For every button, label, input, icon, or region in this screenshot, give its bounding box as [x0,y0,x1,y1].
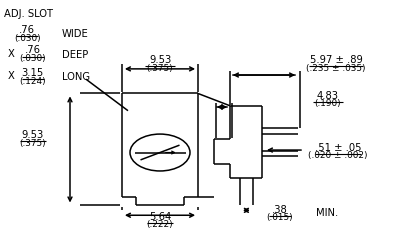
Text: (.030): (.030) [20,54,46,63]
Text: WIDE: WIDE [62,29,89,39]
Text: ADJ. SLOT: ADJ. SLOT [4,9,53,18]
Text: 9.53: 9.53 [22,130,44,140]
Text: X: X [8,49,15,59]
Text: .38: .38 [272,205,288,215]
Text: LONG: LONG [62,72,90,82]
Text: (.190): (.190) [315,99,341,108]
Text: (.375): (.375) [147,64,173,73]
Text: .76: .76 [19,25,35,35]
Text: MIN.: MIN. [316,208,338,218]
Text: 3.15: 3.15 [22,68,44,78]
Text: DEEP: DEEP [62,50,88,60]
Text: (.375): (.375) [20,139,46,148]
Text: 5.97 ± .89: 5.97 ± .89 [310,55,362,65]
Text: .51 ± .05: .51 ± .05 [315,143,361,153]
Text: (.235 ± .035): (.235 ± .035) [306,64,366,73]
Text: (.015): (.015) [267,213,293,222]
Text: 5.64: 5.64 [149,212,171,222]
Text: 4.83: 4.83 [317,91,339,101]
Text: (.030): (.030) [14,34,40,43]
Text: (.124): (.124) [20,77,46,86]
Text: (.222): (.222) [147,220,173,229]
Text: 9.53: 9.53 [149,55,171,65]
Text: (.020 ± .002): (.020 ± .002) [308,151,368,160]
Text: X: X [8,71,15,81]
Text: .76: .76 [25,46,41,55]
